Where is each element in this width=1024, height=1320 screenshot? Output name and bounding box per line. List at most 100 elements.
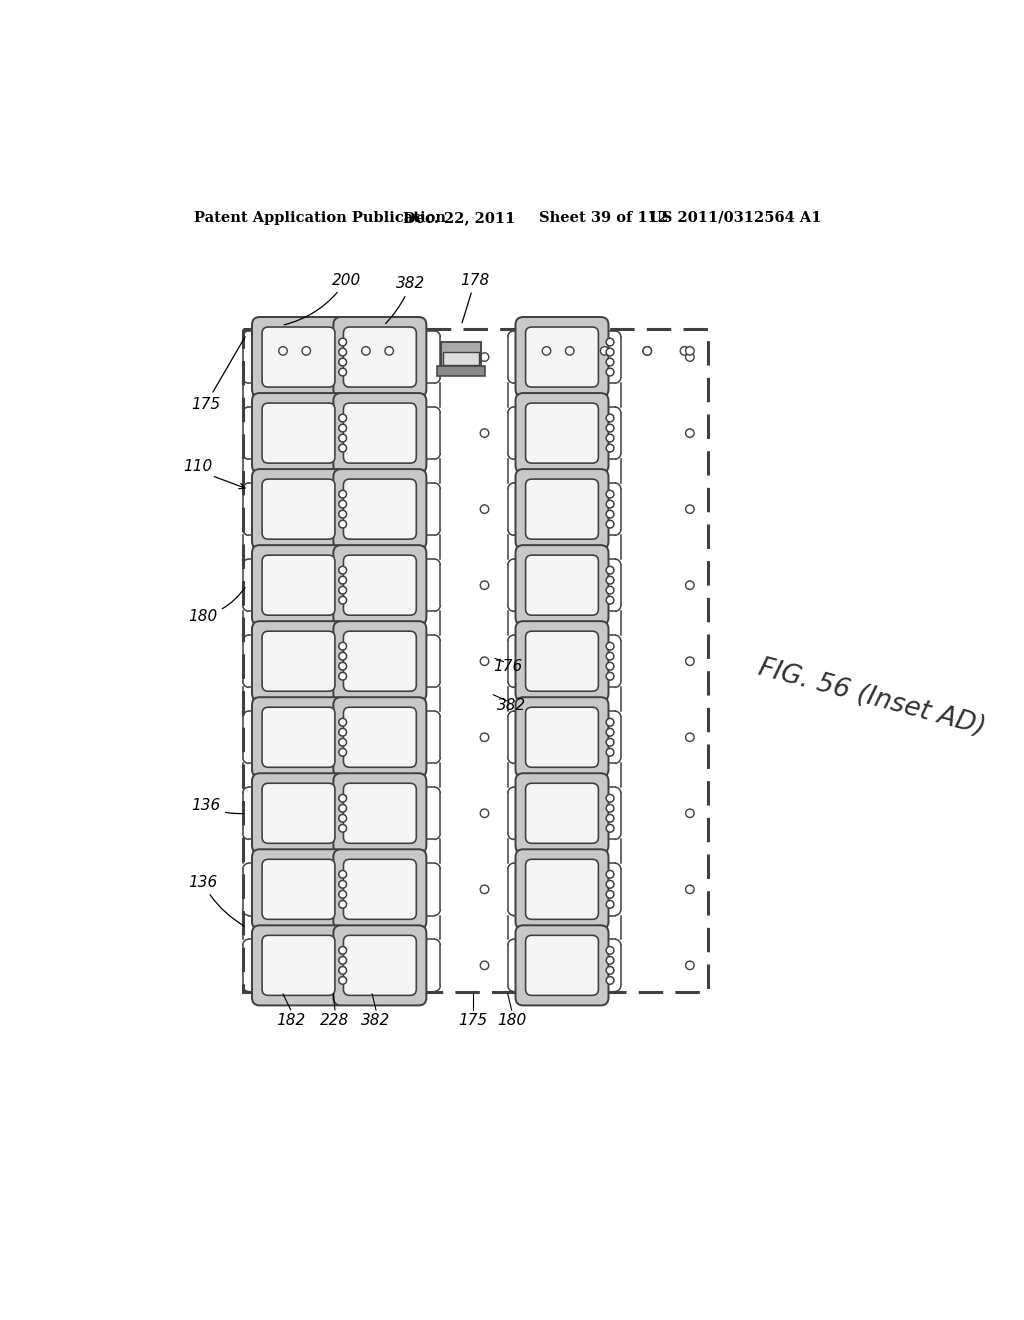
Circle shape [480, 429, 488, 437]
FancyBboxPatch shape [252, 622, 345, 701]
Circle shape [606, 520, 614, 528]
Text: 382: 382 [386, 276, 426, 323]
Circle shape [606, 946, 614, 954]
Circle shape [339, 424, 346, 432]
FancyBboxPatch shape [334, 393, 426, 473]
Text: 136: 136 [190, 797, 244, 813]
Circle shape [606, 511, 614, 517]
Circle shape [606, 795, 614, 803]
Circle shape [385, 347, 393, 355]
FancyBboxPatch shape [252, 469, 345, 549]
Circle shape [606, 870, 614, 878]
Text: FIG. 56 (Inset AD): FIG. 56 (Inset AD) [756, 655, 988, 741]
FancyBboxPatch shape [343, 327, 417, 387]
Circle shape [339, 566, 346, 574]
FancyBboxPatch shape [525, 327, 598, 387]
Circle shape [686, 886, 694, 894]
Circle shape [606, 672, 614, 680]
Circle shape [339, 795, 346, 803]
Circle shape [339, 348, 346, 356]
Circle shape [686, 504, 694, 513]
Circle shape [339, 977, 346, 985]
Circle shape [606, 414, 614, 422]
Circle shape [606, 729, 614, 737]
Circle shape [686, 657, 694, 665]
Circle shape [339, 718, 346, 726]
Text: US 2011/0312564 A1: US 2011/0312564 A1 [649, 211, 821, 224]
Circle shape [606, 434, 614, 442]
Circle shape [339, 520, 346, 528]
Circle shape [686, 733, 694, 742]
Circle shape [606, 977, 614, 985]
FancyBboxPatch shape [252, 697, 345, 777]
Circle shape [606, 500, 614, 508]
FancyBboxPatch shape [262, 859, 335, 919]
FancyBboxPatch shape [525, 936, 598, 995]
Circle shape [606, 490, 614, 498]
FancyBboxPatch shape [343, 556, 417, 615]
Circle shape [606, 597, 614, 605]
Circle shape [606, 804, 614, 812]
FancyBboxPatch shape [515, 925, 608, 1006]
FancyBboxPatch shape [262, 479, 335, 539]
Bar [441, 342, 481, 375]
Circle shape [686, 581, 694, 590]
Circle shape [339, 511, 346, 517]
Circle shape [606, 900, 614, 908]
Circle shape [339, 946, 346, 954]
Circle shape [600, 347, 609, 355]
Circle shape [339, 577, 346, 583]
Circle shape [606, 957, 614, 964]
Circle shape [339, 870, 346, 878]
Circle shape [339, 368, 346, 376]
FancyBboxPatch shape [252, 925, 345, 1006]
Circle shape [606, 966, 614, 974]
Circle shape [686, 809, 694, 817]
Text: 110: 110 [183, 459, 212, 474]
FancyBboxPatch shape [515, 393, 608, 473]
FancyBboxPatch shape [334, 697, 426, 777]
Circle shape [339, 825, 346, 832]
FancyBboxPatch shape [343, 936, 417, 995]
Circle shape [606, 814, 614, 822]
Circle shape [339, 358, 346, 366]
FancyBboxPatch shape [262, 327, 335, 387]
FancyBboxPatch shape [525, 556, 598, 615]
Text: 136: 136 [187, 875, 244, 925]
Text: Dec. 22, 2011: Dec. 22, 2011 [403, 211, 515, 224]
FancyBboxPatch shape [252, 849, 345, 929]
Circle shape [339, 597, 346, 605]
FancyBboxPatch shape [525, 479, 598, 539]
Circle shape [339, 490, 346, 498]
FancyBboxPatch shape [515, 622, 608, 701]
Circle shape [480, 581, 488, 590]
Circle shape [480, 733, 488, 742]
Text: 175: 175 [459, 1014, 487, 1028]
Circle shape [339, 586, 346, 594]
Circle shape [339, 414, 346, 422]
FancyBboxPatch shape [525, 859, 598, 919]
Circle shape [543, 347, 551, 355]
Circle shape [643, 347, 651, 355]
Circle shape [339, 880, 346, 888]
Text: 182: 182 [276, 1014, 305, 1028]
Text: 228: 228 [321, 1014, 349, 1028]
Circle shape [339, 729, 346, 737]
Circle shape [606, 586, 614, 594]
Circle shape [339, 652, 346, 660]
FancyBboxPatch shape [343, 859, 417, 919]
Circle shape [686, 347, 694, 355]
Circle shape [361, 347, 371, 355]
Circle shape [606, 424, 614, 432]
FancyBboxPatch shape [343, 479, 417, 539]
Circle shape [480, 657, 488, 665]
Circle shape [606, 566, 614, 574]
Circle shape [606, 358, 614, 366]
Circle shape [606, 880, 614, 888]
Circle shape [606, 577, 614, 583]
Text: 200: 200 [284, 272, 361, 325]
FancyBboxPatch shape [262, 783, 335, 843]
Circle shape [606, 348, 614, 356]
Circle shape [480, 352, 488, 362]
FancyBboxPatch shape [262, 556, 335, 615]
